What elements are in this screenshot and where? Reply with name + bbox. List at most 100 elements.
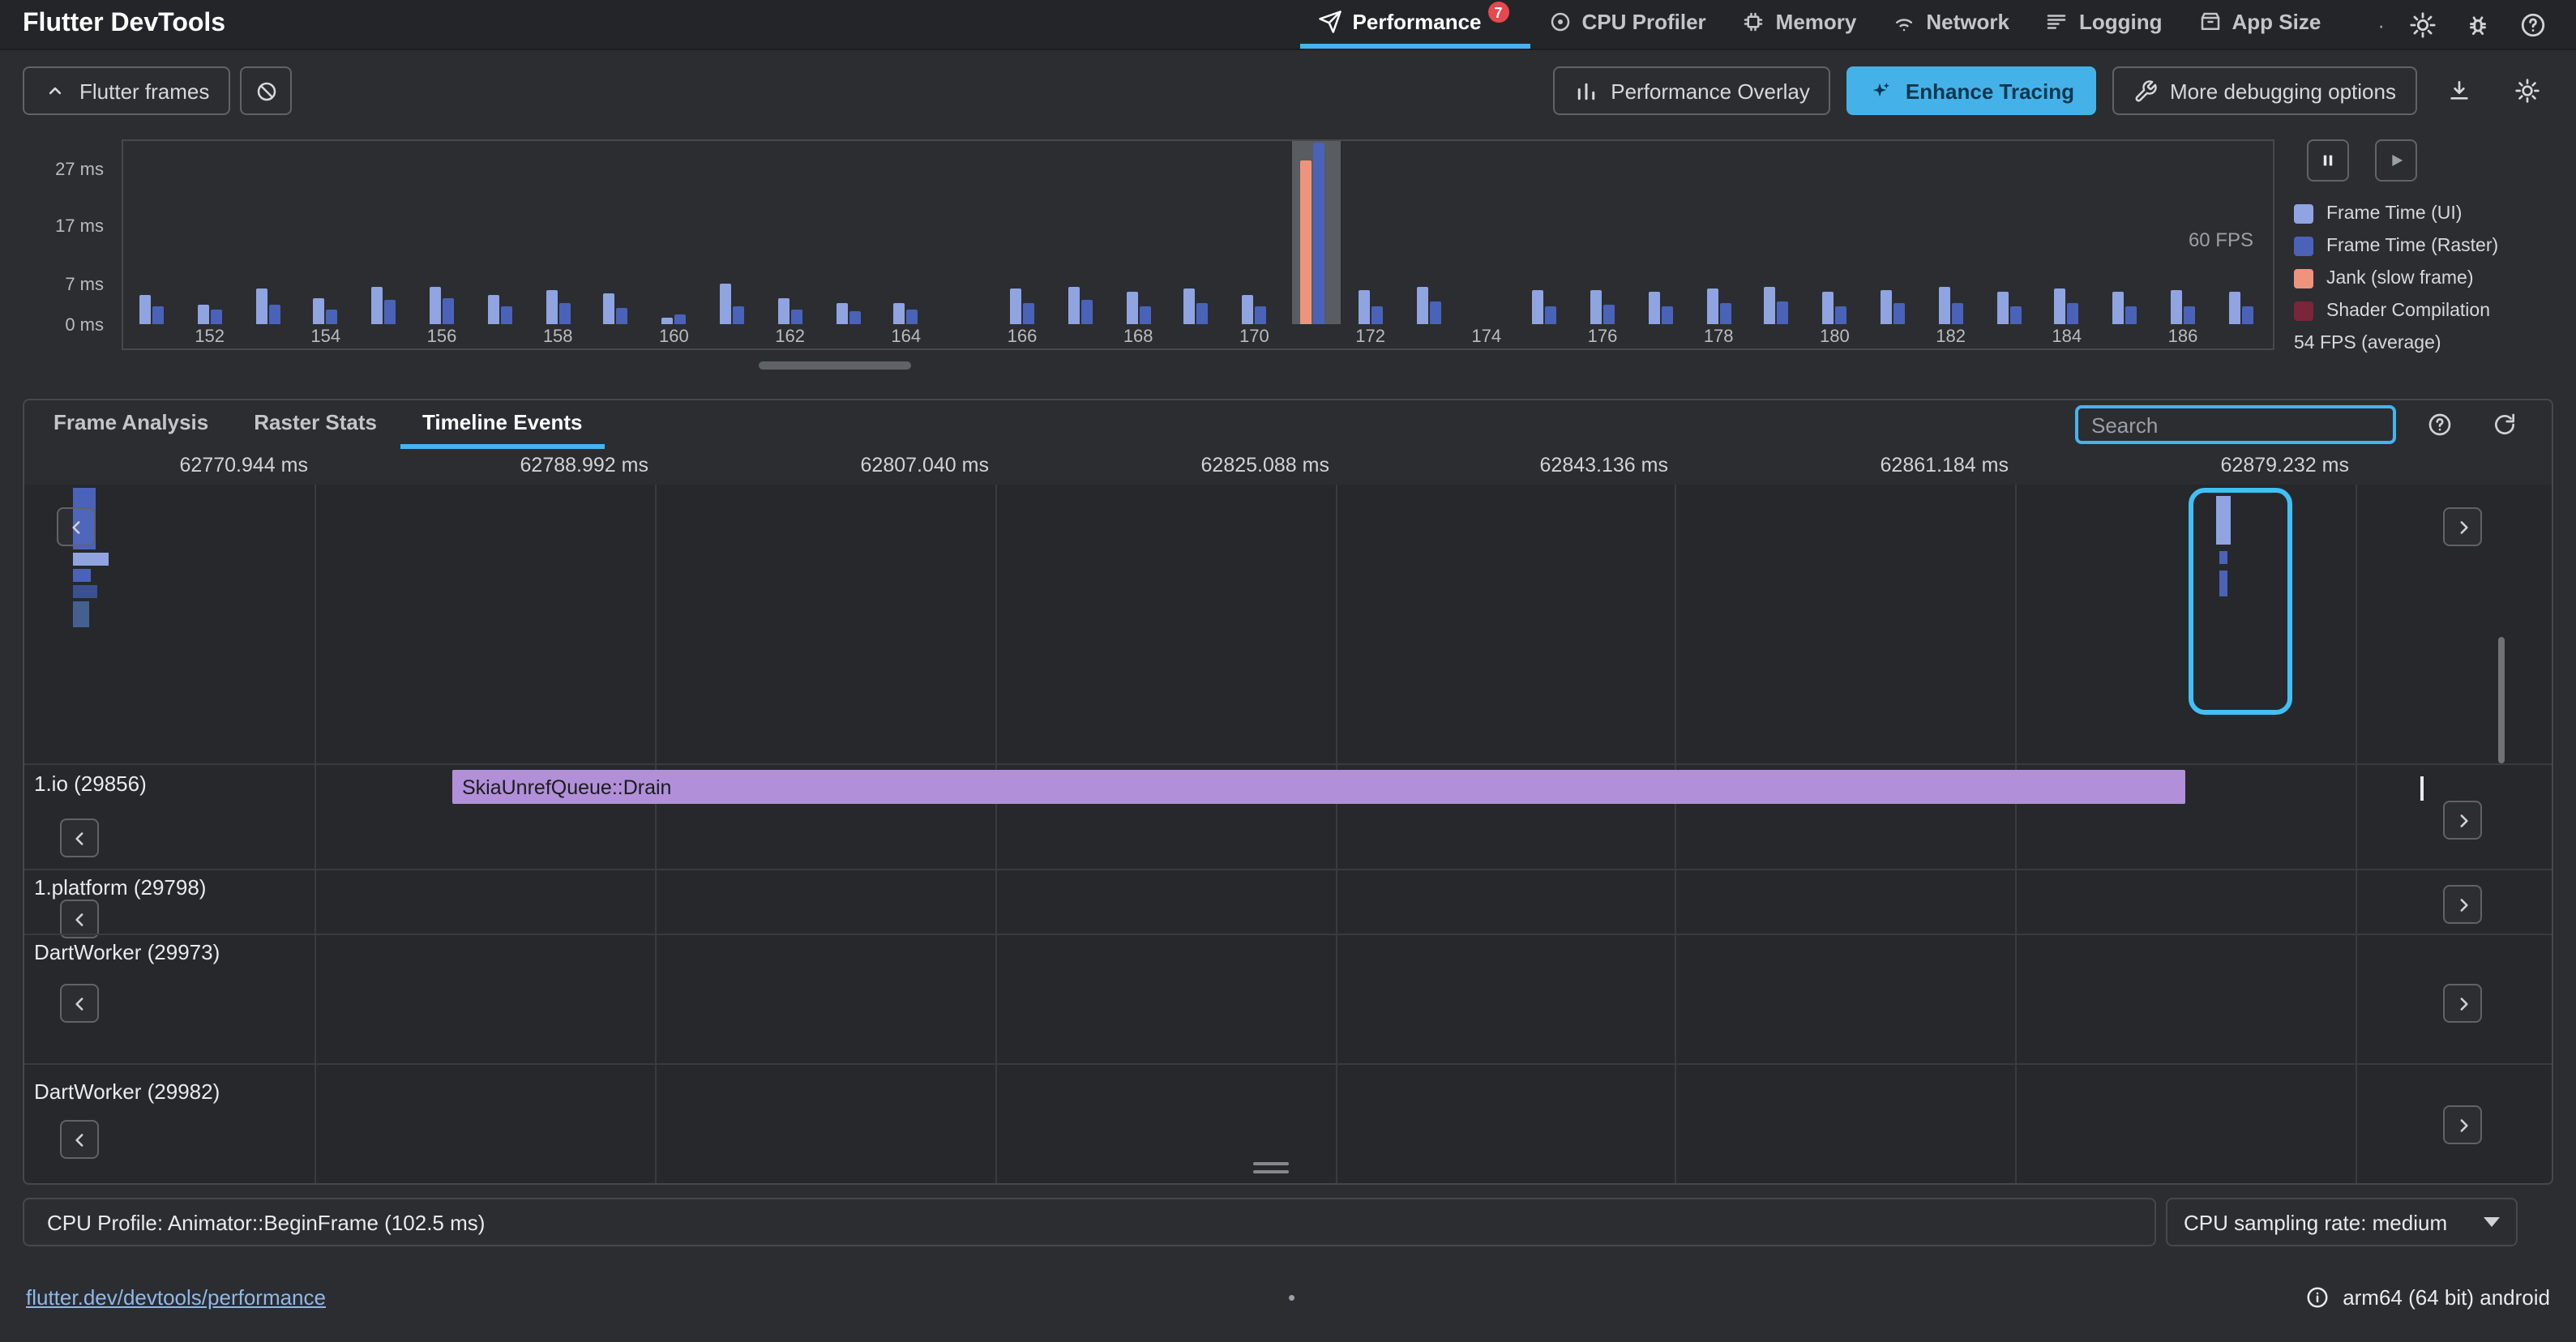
frame-bar[interactable] — [371, 287, 383, 324]
frame-bar[interactable] — [2228, 292, 2240, 324]
frame-bar[interactable] — [1068, 286, 1080, 324]
frame-bar[interactable] — [2112, 292, 2125, 324]
frame-bar[interactable] — [1764, 286, 1776, 324]
frame-bar[interactable] — [313, 298, 325, 324]
frame-bar[interactable] — [1358, 290, 1370, 324]
frame-bar[interactable] — [1590, 289, 1602, 324]
frame-bar[interactable] — [733, 306, 744, 324]
performance-settings-button[interactable] — [2501, 66, 2553, 115]
frame-bar[interactable] — [210, 310, 222, 324]
dartworker1-scroll-right-button[interactable] — [2443, 984, 2482, 1023]
frame-bars-canvas[interactable]: 60 FPS 152 154 156 158 160 162 164 166 168 170 172… — [122, 139, 2274, 350]
frame-chart-scrollbar[interactable] — [759, 361, 911, 370]
frame-bar[interactable] — [1777, 301, 1789, 324]
frame-bar[interactable] — [1706, 288, 1718, 324]
frame-bar[interactable] — [2184, 306, 2195, 324]
enhance-tracing-button[interactable]: Enhance Tracing — [1846, 66, 2095, 115]
cpu-sampling-rate-dropdown[interactable]: CPU sampling rate: medium — [2166, 1198, 2518, 1246]
search-input[interactable] — [2075, 405, 2396, 444]
frame-bar[interactable] — [1183, 288, 1196, 324]
timeline-event-skiaunrefqueue[interactable]: SkiaUnrefQueue::Drain — [452, 770, 2185, 804]
frame-bar[interactable] — [558, 303, 571, 324]
flame-chart[interactable]: 1.io (29856) SkiaUnrefQueue::Drain 1.pla… — [24, 485, 2552, 1183]
docs-link[interactable]: flutter.dev/devtools/performance — [26, 1284, 326, 1309]
flame-chart-vertical-scrollbar[interactable] — [2498, 637, 2505, 763]
frame-bar[interactable] — [326, 309, 338, 324]
frame-bar[interactable] — [1139, 306, 1151, 324]
scroll-right-button[interactable] — [2443, 507, 2482, 546]
frame-bar[interactable] — [777, 298, 789, 324]
dartworker1-scroll-left-button[interactable] — [60, 984, 99, 1023]
resume-button[interactable] — [2375, 139, 2417, 182]
dartworker2-scroll-right-button[interactable] — [2443, 1105, 2482, 1144]
frame-bar[interactable] — [1835, 306, 1847, 324]
frame-bar[interactable] — [500, 306, 512, 324]
frame-bar[interactable] — [1371, 306, 1383, 324]
frame-bar[interactable] — [674, 314, 687, 324]
frame-bar[interactable] — [1881, 289, 1892, 324]
scroll-left-button[interactable] — [57, 507, 96, 546]
tab-network[interactable]: Network — [1874, 0, 2027, 49]
frame-bar[interactable] — [1951, 303, 1963, 324]
frame-bar[interactable] — [2241, 306, 2253, 324]
report-bug-button[interactable] — [2456, 3, 2498, 45]
frame-bar[interactable] — [1545, 306, 1557, 324]
frame-bar[interactable] — [661, 317, 674, 324]
frame-bar[interactable] — [1300, 160, 1312, 324]
frame-bar[interactable] — [1938, 286, 1950, 324]
frame-bar[interactable] — [616, 308, 628, 324]
frame-bar[interactable] — [1532, 290, 1544, 324]
frame-bar[interactable] — [2067, 303, 2079, 324]
frame-bar[interactable] — [2125, 306, 2137, 324]
more-debugging-options-button[interactable]: More debugging options — [2112, 66, 2417, 115]
tab-timeline-events[interactable]: Timeline Events — [400, 400, 605, 449]
performance-overlay-button[interactable]: Performance Overlay — [1552, 66, 1831, 115]
frame-bar[interactable] — [1126, 292, 1138, 324]
tab-raster-stats[interactable]: Raster Stats — [231, 400, 400, 449]
flutter-frames-toggle[interactable]: Flutter frames — [23, 66, 231, 115]
frame-bar[interactable] — [1648, 292, 1660, 324]
frame-bar[interactable] — [1255, 306, 1267, 324]
frame-bar[interactable] — [1822, 292, 1834, 324]
frame-bar[interactable] — [197, 304, 209, 324]
frame-bar[interactable] — [1603, 304, 1615, 324]
frame-bar[interactable] — [268, 304, 280, 324]
frame-bar[interactable] — [546, 290, 558, 324]
frame-bar[interactable] — [255, 288, 267, 324]
frame-bar[interactable] — [1661, 306, 1673, 324]
io-scroll-right-button[interactable] — [2443, 801, 2482, 840]
frame-bar[interactable] — [1996, 292, 2009, 324]
frame-bar[interactable] — [849, 311, 861, 324]
frame-bar[interactable] — [603, 293, 615, 324]
settings-button[interactable] — [2401, 3, 2443, 45]
tab-memory[interactable]: Memory — [1724, 0, 1875, 49]
frame-bar[interactable] — [720, 284, 731, 324]
frame-bar[interactable] — [139, 294, 151, 324]
frame-bar[interactable] — [906, 309, 918, 324]
frame-bar[interactable] — [1023, 303, 1034, 324]
tab-logging[interactable]: Logging — [2027, 0, 2180, 49]
clear-frames-button[interactable] — [240, 66, 293, 115]
platform-scroll-left-button[interactable] — [60, 900, 99, 938]
frame-bar[interactable] — [2009, 306, 2022, 324]
frame-bar[interactable] — [1242, 294, 1254, 324]
tab-frame-analysis[interactable]: Frame Analysis — [31, 400, 231, 449]
frame-bar[interactable] — [384, 300, 396, 324]
frame-bar[interactable] — [836, 303, 848, 324]
frame-bar[interactable] — [152, 306, 164, 324]
frame-bar[interactable] — [790, 309, 802, 324]
frame-bar[interactable] — [487, 294, 499, 324]
frame-bar[interactable] — [1010, 288, 1021, 324]
frame-bar[interactable] — [1196, 302, 1209, 324]
tab-performance[interactable]: Performance 7 — [1300, 0, 1530, 49]
io-scroll-left-button[interactable] — [60, 818, 99, 857]
frame-bar[interactable] — [1893, 303, 1905, 324]
tab-app-size[interactable]: App Size — [2180, 0, 2339, 49]
frame-bar[interactable] — [1429, 301, 1441, 324]
frame-bar[interactable] — [443, 298, 454, 324]
frame-bar[interactable] — [2054, 288, 2066, 324]
frame-bar[interactable] — [430, 286, 441, 324]
export-button[interactable] — [2433, 66, 2485, 115]
panel-splitter-handle[interactable] — [1253, 1162, 1289, 1178]
frame-bar[interactable] — [1080, 300, 1093, 324]
